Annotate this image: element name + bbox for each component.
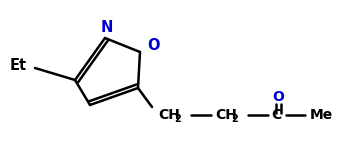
- Text: N: N: [101, 21, 113, 35]
- Text: CH: CH: [215, 108, 237, 122]
- Text: C: C: [271, 108, 281, 122]
- Text: CH: CH: [158, 108, 180, 122]
- Text: Me: Me: [310, 108, 333, 122]
- Text: 2: 2: [174, 114, 181, 124]
- Text: 2: 2: [231, 114, 238, 124]
- Text: Et: Et: [9, 58, 27, 73]
- Text: O: O: [272, 90, 284, 104]
- Text: O: O: [147, 38, 159, 52]
